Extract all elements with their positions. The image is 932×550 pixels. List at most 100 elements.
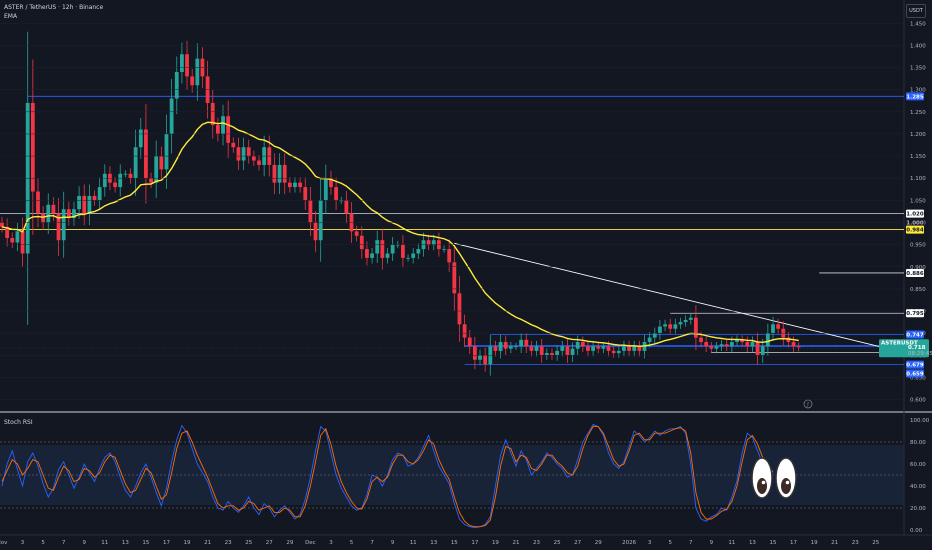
- currency-selector[interactable]: USDT: [906, 4, 926, 18]
- candle-body[interactable]: [596, 346, 601, 349]
- candle-body[interactable]: [668, 324, 673, 329]
- ema-indicator-label[interactable]: EMA: [4, 13, 18, 20]
- candle-body[interactable]: [169, 98, 174, 134]
- candle-body[interactable]: [401, 244, 405, 258]
- candle-body[interactable]: [277, 164, 282, 183]
- candle-body[interactable]: [750, 342, 755, 347]
- candle-body[interactable]: [606, 346, 611, 351]
- candle-body[interactable]: [102, 173, 107, 188]
- candle-body[interactable]: [544, 353, 549, 356]
- candle-body[interactable]: [796, 346, 801, 348]
- candle-body[interactable]: [637, 346, 642, 351]
- candle-body[interactable]: [514, 346, 518, 348]
- rsi-series-line[interactable]: [1, 426, 774, 528]
- candle-body[interactable]: [370, 253, 374, 258]
- candle-body[interactable]: [344, 200, 349, 214]
- candle-body[interactable]: [586, 346, 590, 351]
- candle-body[interactable]: [478, 355, 482, 360]
- candle-body[interactable]: [740, 339, 745, 343]
- candle-body[interactable]: [771, 324, 775, 334]
- candle-body[interactable]: [575, 342, 580, 349]
- downtrend-line[interactable]: [454, 242, 887, 349]
- candle-body[interactable]: [51, 204, 56, 214]
- candle-body[interactable]: [30, 102, 35, 192]
- candle-body[interactable]: [87, 195, 92, 214]
- rsi-series-line[interactable]: [1, 423, 774, 529]
- candle-body[interactable]: [287, 182, 292, 188]
- candle-body[interactable]: [246, 147, 251, 157]
- candle-body[interactable]: [745, 342, 750, 347]
- candle-body[interactable]: [251, 156, 256, 161]
- candle-body[interactable]: [555, 350, 560, 356]
- candle-body[interactable]: [154, 156, 159, 183]
- candle-body[interactable]: [77, 195, 81, 210]
- candle-body[interactable]: [5, 226, 10, 238]
- candle-body[interactable]: [390, 244, 395, 254]
- candle-body[interactable]: [765, 333, 770, 347]
- candle-body[interactable]: [416, 249, 421, 254]
- candle-body[interactable]: [185, 54, 189, 77]
- candle-body[interactable]: [462, 324, 467, 338]
- stoch-rsi-label[interactable]: Stoch RSI: [4, 419, 33, 426]
- candle-body[interactable]: [632, 346, 637, 351]
- candle-body[interactable]: [709, 346, 714, 349]
- candle-body[interactable]: [282, 164, 287, 183]
- candle-body[interactable]: [133, 147, 138, 179]
- candle-body[interactable]: [534, 346, 539, 351]
- candle-body[interactable]: [138, 129, 143, 148]
- candle-body[interactable]: [442, 249, 446, 250]
- candle-body[interactable]: [159, 156, 164, 170]
- candle-body[interactable]: [318, 200, 323, 241]
- candle-body[interactable]: [493, 346, 498, 351]
- candle-body[interactable]: [329, 178, 333, 188]
- candle-body[interactable]: [550, 353, 554, 356]
- candle-body[interactable]: [190, 76, 195, 86]
- candle-body[interactable]: [565, 346, 570, 356]
- candle-body[interactable]: [164, 133, 169, 170]
- candle-body[interactable]: [776, 324, 781, 329]
- candle-body[interactable]: [519, 339, 524, 347]
- candle-body[interactable]: [210, 102, 215, 126]
- candle-body[interactable]: [426, 240, 431, 245]
- candle-body[interactable]: [627, 346, 631, 351]
- candle-body[interactable]: [123, 173, 128, 175]
- candle-body[interactable]: [0, 222, 4, 227]
- candle-body[interactable]: [72, 209, 76, 219]
- candle-body[interactable]: [647, 337, 652, 343]
- candle-body[interactable]: [308, 200, 313, 223]
- event-marker-icon[interactable]: [803, 399, 813, 409]
- candle-body[interactable]: [241, 147, 246, 161]
- candle-body[interactable]: [683, 319, 688, 323]
- candle-body[interactable]: [339, 200, 344, 202]
- candle-body[interactable]: [786, 337, 791, 343]
- candle-body[interactable]: [180, 54, 184, 72]
- candle-body[interactable]: [735, 339, 739, 343]
- candle-body[interactable]: [215, 125, 220, 134]
- candle-body[interactable]: [66, 209, 71, 219]
- candle-body[interactable]: [678, 322, 683, 325]
- candle-body[interactable]: [704, 342, 709, 347]
- candle-body[interactable]: [601, 346, 606, 349]
- candle-body[interactable]: [508, 346, 513, 349]
- candle-body[interactable]: [529, 346, 534, 351]
- candle-body[interactable]: [719, 344, 724, 347]
- candle-body[interactable]: [622, 346, 626, 351]
- candle-body[interactable]: [452, 262, 457, 294]
- candle-body[interactable]: [616, 350, 621, 354]
- candle-body[interactable]: [760, 346, 765, 356]
- candle-body[interactable]: [539, 346, 544, 356]
- candle-body[interactable]: [467, 337, 472, 347]
- candle-body[interactable]: [10, 237, 15, 243]
- candle-body[interactable]: [483, 355, 488, 365]
- candle-body[interactable]: [334, 187, 338, 201]
- candle-body[interactable]: [580, 342, 585, 347]
- candle-body[interactable]: [257, 160, 261, 165]
- candle-body[interactable]: [56, 213, 61, 241]
- candle-body[interactable]: [729, 342, 734, 347]
- candle-body[interactable]: [221, 116, 225, 134]
- candle-body[interactable]: [570, 348, 575, 356]
- candle-body[interactable]: [365, 249, 369, 258]
- ema-line[interactable]: [1, 121, 799, 348]
- candle-body[interactable]: [15, 231, 20, 243]
- candle-body[interactable]: [447, 249, 452, 263]
